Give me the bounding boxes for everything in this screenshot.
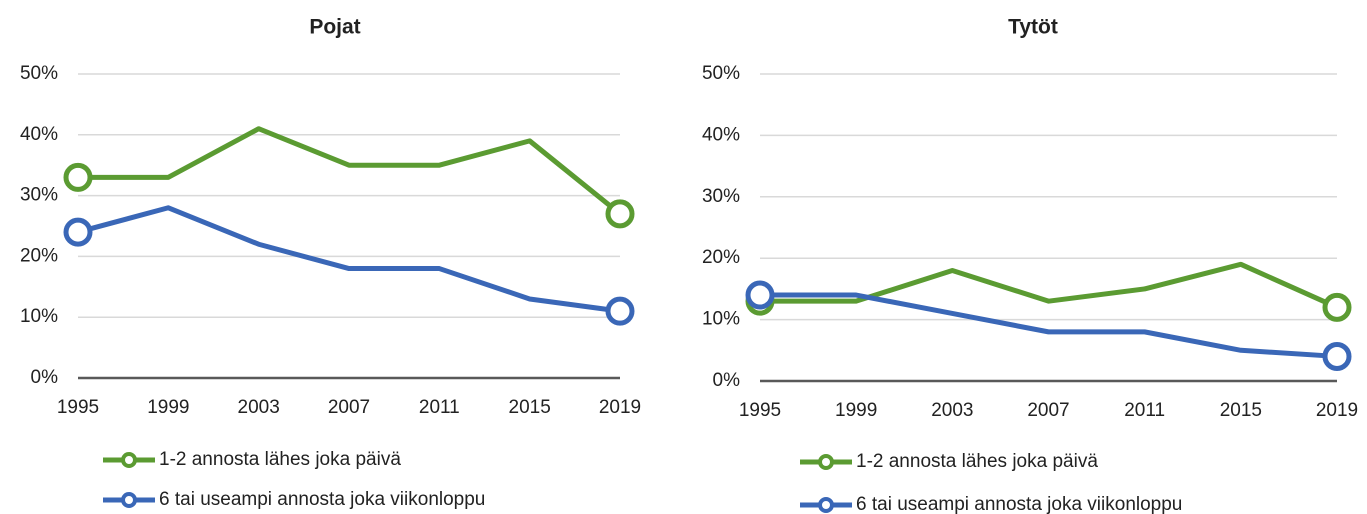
- legend-marker: [818, 454, 834, 470]
- series-line: [77, 205, 621, 314]
- y-tick-label: 50%: [20, 63, 58, 84]
- x-tick-label: 2011: [419, 397, 460, 418]
- y-tick-label: 30%: [20, 185, 58, 206]
- series-line: [78, 126, 622, 216]
- y-tick-label: 40%: [20, 124, 58, 145]
- point-marker: [1322, 292, 1352, 322]
- x-tick-label: 1995: [57, 397, 99, 418]
- x-tick-label: 1995: [739, 400, 781, 421]
- x-tick-label: 1999: [147, 397, 189, 418]
- chart-title: Tytöt: [1008, 16, 1058, 39]
- y-tick-label: 20%: [702, 247, 740, 268]
- x-tick-label: 2011: [1124, 400, 1165, 421]
- x-tick-label: 2015: [1220, 400, 1262, 421]
- legend-marker: [121, 492, 137, 508]
- y-tick-label: 0%: [31, 367, 59, 388]
- point-marker: [63, 217, 93, 247]
- point-marker: [1322, 341, 1352, 371]
- legend-label: 1-2 annosta lähes joka päivä: [159, 449, 401, 470]
- legend-label: 6 tai useampi annosta joka viikonloppu: [856, 494, 1182, 514]
- y-tick-label: 10%: [702, 309, 740, 330]
- y-tick-label: 40%: [702, 124, 740, 145]
- x-tick-label: 2019: [599, 397, 641, 418]
- y-tick-label: 0%: [713, 370, 741, 391]
- series-line: [760, 292, 1338, 359]
- point-marker: [605, 199, 635, 229]
- point-marker: [605, 296, 635, 326]
- series-line: [760, 261, 1339, 310]
- x-tick-label: 2019: [1316, 400, 1358, 421]
- y-tick-label: 30%: [702, 186, 740, 207]
- legend-label: 6 tai useampi annosta joka viikonloppu: [159, 489, 485, 510]
- x-tick-label: 2007: [328, 397, 370, 418]
- y-tick-label: 20%: [20, 245, 58, 266]
- point-marker: [63, 162, 93, 192]
- x-tick-label: 2003: [931, 400, 973, 421]
- x-tick-label: 2003: [238, 397, 280, 418]
- y-tick-label: 10%: [20, 306, 58, 327]
- x-tick-label: 1999: [835, 400, 877, 421]
- x-tick-label: 2015: [509, 397, 551, 418]
- point-marker: [745, 280, 775, 310]
- y-tick-label: 50%: [702, 63, 740, 84]
- legend-marker: [818, 497, 834, 513]
- legend-marker: [121, 452, 137, 468]
- chart-title: Pojat: [309, 16, 360, 39]
- legend-label: 1-2 annosta lähes joka päivä: [856, 451, 1098, 472]
- x-tick-label: 2007: [1027, 400, 1069, 421]
